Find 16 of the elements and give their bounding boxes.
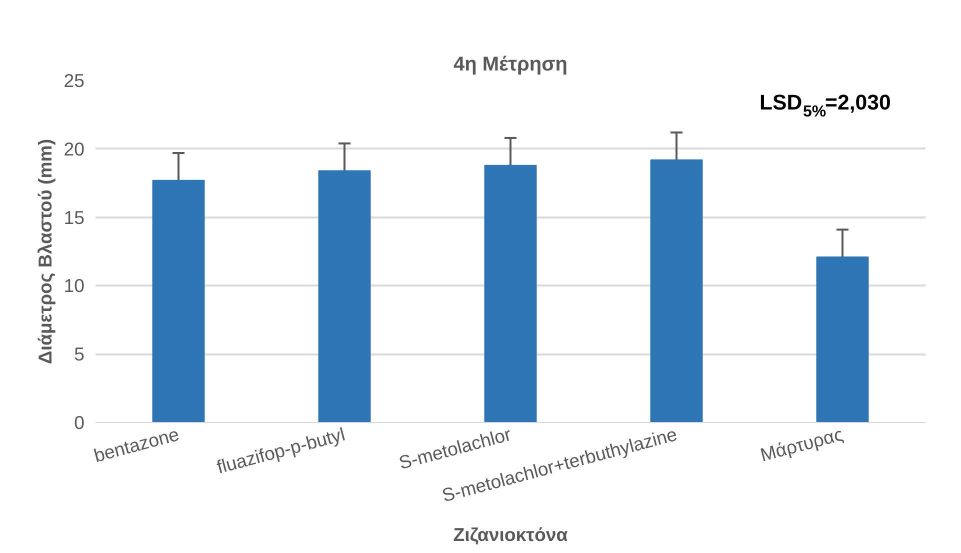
chart-title: 4η Μέτρηση — [454, 54, 568, 76]
bar — [484, 164, 537, 422]
x-tick-label: Μάρτυρας — [758, 423, 846, 466]
y-tick-label: 20 — [64, 138, 85, 160]
bar — [650, 159, 703, 422]
bar — [816, 256, 869, 422]
bar — [152, 180, 205, 422]
y-axis-title: Διάμετρος Βλαστού (mm) — [34, 138, 56, 364]
y-tick-label: 25 — [64, 70, 85, 91]
bar — [318, 170, 371, 422]
x-axis-title: Ζιζανιοκτόνα — [453, 524, 568, 546]
y-tick-label: 10 — [64, 275, 85, 296]
y-tick-label: 0 — [74, 412, 85, 433]
y-tick-label: 5 — [74, 344, 85, 365]
x-tick-label: bentazone — [92, 423, 182, 466]
y-tick-label: 15 — [64, 206, 85, 228]
